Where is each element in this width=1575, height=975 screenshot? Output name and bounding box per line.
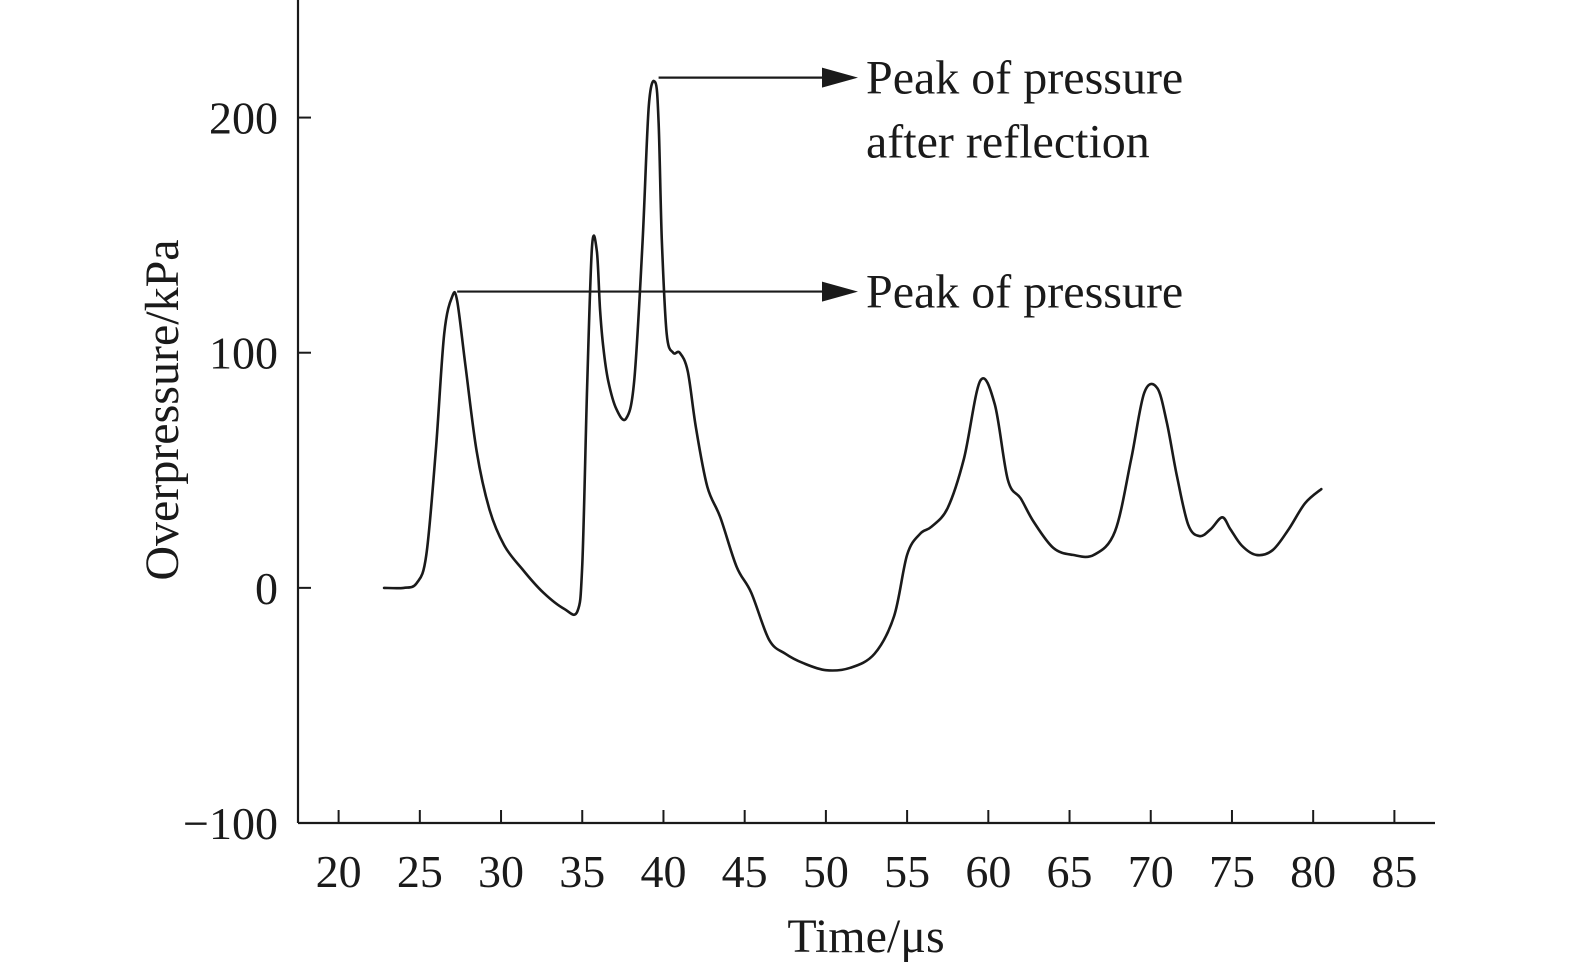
overpressure-series-line-0: [382, 79, 1323, 672]
ticks-layer: 20 25 30 35 40 45 50 55 60 65 70 75 80 85 −100 0 100 200: [183, 93, 1417, 897]
annotation-arrowhead-1: [822, 281, 858, 302]
annotations-layer: Peak of pressure after reflection Peak of …: [457, 52, 1183, 319]
y-tick-label-0: 0: [255, 563, 278, 614]
x-tick-label-60: 60: [965, 846, 1011, 897]
x-axis-title: Time/μs: [787, 910, 944, 963]
y-tick-label--100: −100: [183, 798, 278, 849]
x-tick-label-80: 80: [1290, 846, 1336, 897]
series-layer: [382, 79, 1323, 672]
x-tick-label-75: 75: [1209, 846, 1255, 897]
y-tick-label-200: 200: [209, 93, 278, 144]
y-tick-label-100: 100: [209, 328, 278, 379]
x-tick-label-55: 55: [884, 846, 930, 897]
x-tick-label-20: 20: [316, 846, 362, 897]
x-tick-label-45: 45: [722, 846, 768, 897]
x-tick-label-85: 85: [1371, 846, 1417, 897]
x-tick-label-65: 65: [1047, 846, 1093, 897]
axes-layer: [296, 0, 1435, 825]
x-tick-label-50: 50: [803, 846, 849, 897]
x-tick-label-35: 35: [559, 846, 605, 897]
x-tick-label-30: 30: [478, 846, 524, 897]
annotation-label-0-0: Peak of pressure: [866, 52, 1183, 105]
annotation-arrowhead-0: [822, 67, 858, 88]
x-tick-label-70: 70: [1128, 846, 1174, 897]
x-tick-label-40: 40: [640, 846, 686, 897]
x-tick-label-25: 25: [397, 846, 443, 897]
y-axis-title: Overpressure/kPa: [136, 239, 189, 580]
annotation-label-1-0: Peak of pressure: [866, 266, 1183, 319]
annotation-label-0-1: after reflection: [866, 116, 1150, 169]
